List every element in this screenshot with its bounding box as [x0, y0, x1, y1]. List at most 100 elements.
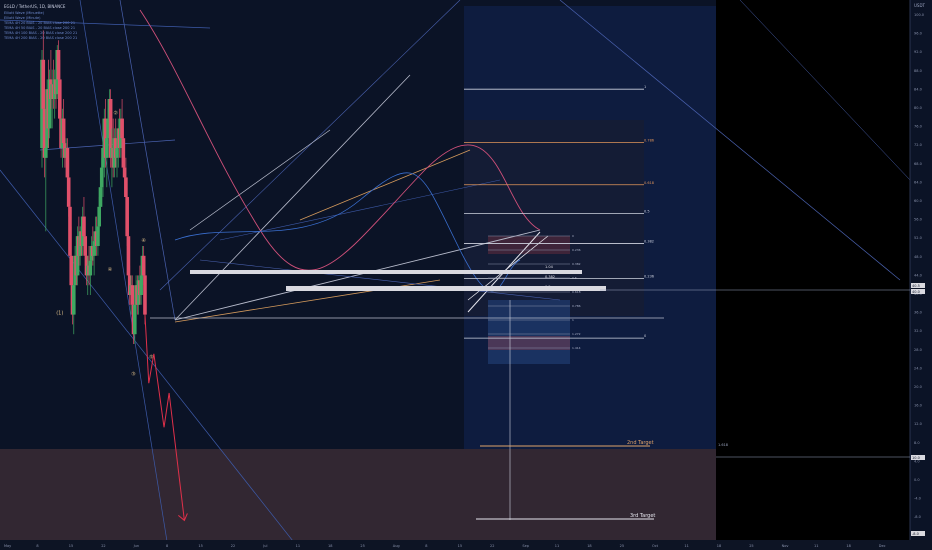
time-tick-label: Dec	[879, 544, 886, 548]
candle-body	[92, 241, 96, 256]
candle-body	[98, 187, 103, 207]
trend-line	[79, 0, 169, 550]
candle-body	[124, 177, 128, 197]
candle-body	[65, 148, 70, 178]
candle-body	[125, 197, 129, 237]
legend-line: TEMA 4H 20 BIAS - 20 BIAS close 200 21	[3, 21, 75, 25]
time-tick-label: 22	[490, 544, 494, 548]
time-tick-label: Jul	[262, 544, 267, 548]
price-axis[interactable]: USDT 100.0 96.0 92.0 88.0 84.0 80.0 76.0 72.0 68…	[909, 0, 926, 540]
current-change-text: 40.0	[912, 290, 920, 294]
trend-line	[299, 149, 471, 221]
fib-level-label: 0.236	[644, 274, 654, 278]
time-tick-label: 8	[425, 544, 427, 548]
target-zone-box	[0, 449, 716, 540]
candle-body	[42, 108, 47, 158]
projection-arrowhead	[178, 513, 188, 522]
mid-price-tag	[911, 455, 925, 460]
price-tags: 40.5 40.0 10.0 -8.0	[911, 283, 925, 536]
price-tick-label: 8.0	[914, 441, 920, 445]
candle-body	[97, 206, 101, 227]
trend-line	[0, 19, 211, 29]
candle-body	[105, 138, 109, 158]
time-tick-label: 15	[458, 544, 462, 548]
pink-zone-bottom	[488, 336, 570, 350]
time-tick-label: 25	[620, 544, 624, 548]
wave-label: (1)	[56, 311, 63, 317]
legend-title: EGLD / TetherUS, 1D, BINANCE	[4, 4, 66, 9]
candle-body	[61, 118, 66, 144]
time-tick-label: 8	[36, 544, 38, 548]
price-tick-label: 64.0	[914, 180, 922, 184]
fib-level-label: 0.5	[644, 210, 650, 214]
time-axis-bar[interactable]	[0, 540, 932, 550]
mid-price-text: 10.0	[912, 456, 920, 460]
fib-small-value: 0.382	[545, 275, 555, 279]
support-bar-upper	[190, 270, 582, 274]
currency-label: USDT	[914, 3, 926, 8]
candle-body	[83, 236, 88, 256]
legend-line: Elliott Wave (Minute)	[4, 16, 41, 20]
fib-small-label: 0.786	[572, 304, 581, 308]
pink-zone-top	[488, 236, 570, 254]
trend-line	[119, 0, 176, 321]
price-tick-label: 4.0	[914, 459, 920, 463]
price-tick-label: 16.0	[914, 404, 922, 408]
low-price-tag	[911, 531, 925, 536]
fib-level-label: 0.786	[644, 139, 654, 143]
legend-line: TEMA 4H 50 BIAS - 20 BIAS close 200 21	[3, 26, 75, 30]
price-tick-label: 100.0	[914, 13, 924, 17]
candle-body	[96, 226, 100, 246]
time-tick-label: May	[4, 544, 11, 548]
projection-line	[144, 314, 185, 521]
fib-small-label: 0.236	[572, 248, 581, 252]
legend-line: Elliott Wave (Minuette)	[4, 11, 45, 15]
trend-line	[559, 0, 901, 281]
trend-line	[219, 179, 501, 241]
candle-body	[99, 167, 104, 188]
wave-labels: (1) ② ④ ③ ④ ⑤	[56, 111, 153, 378]
price-tick-label: 76.0	[914, 125, 922, 129]
time-tick-label: 15	[69, 544, 73, 548]
price-tick-label: -8.0	[914, 515, 921, 519]
trend-line	[174, 229, 541, 321]
time-tick-label: 25	[749, 544, 753, 548]
trend-lines	[0, 0, 911, 550]
candle-body	[88, 260, 93, 276]
price-tick-label: 24.0	[914, 366, 922, 370]
fib-lines: 0 0.236 0.382 0.5 0.618 0.786 1 0 0.236 0.382 0.5 0…	[464, 85, 654, 350]
price-tick-label: 12.0	[914, 422, 922, 426]
chart-legend: EGLD / TetherUS, 1D, BINANCE Elliott Wav…	[3, 4, 77, 40]
fib-small-label: 0	[572, 234, 574, 238]
trend-line	[739, 0, 911, 181]
price-tick-label: 80.0	[914, 106, 922, 110]
time-tick-label: Oct	[652, 544, 659, 548]
trend-line	[174, 74, 411, 321]
candle-body	[126, 236, 131, 276]
fib-level-label: 0	[644, 334, 646, 338]
candle-body	[115, 148, 119, 158]
candle-body	[68, 206, 72, 256]
fib-small-value: 1.04	[545, 265, 554, 269]
candle-body	[121, 138, 126, 168]
price-tick-label: 60.0	[914, 199, 922, 203]
time-tick-label: 11	[555, 544, 559, 548]
fib-small-label: 1.414	[572, 346, 581, 350]
trend-line	[0, 169, 301, 550]
candle-body	[82, 216, 86, 237]
price-tick-label: 84.0	[914, 87, 922, 91]
candle-body	[71, 285, 76, 315]
candle-body	[66, 177, 71, 207]
wave-label: ⑤	[149, 355, 153, 361]
time-tick-label: 8	[166, 544, 168, 548]
time-tick-label: 18	[846, 544, 850, 548]
candle-body	[69, 255, 74, 286]
candle-body	[139, 275, 143, 295]
time-tick-label: 11	[814, 544, 818, 548]
legend-line: TEMA 4H 100 BIAS - 20 BIAS close 200 21	[3, 31, 77, 35]
time-tick-label: 11	[296, 544, 300, 548]
third-target-label: 3rd Target	[630, 513, 655, 519]
time-axis[interactable]: May 8 15 22 Jun 8 15 22 Jul 11 18 25 Aug 8 15 22 Sep 11 18…	[4, 544, 886, 548]
candlesticks	[40, 30, 147, 344]
